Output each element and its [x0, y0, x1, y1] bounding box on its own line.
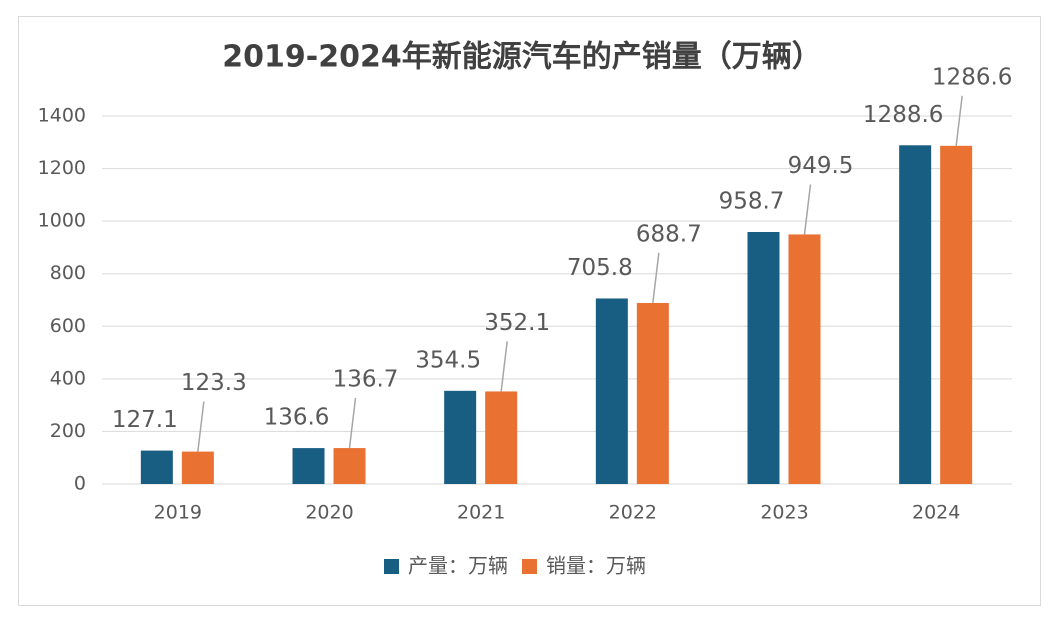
leader-line — [500, 341, 508, 392]
bar — [333, 448, 366, 484]
leader-line — [197, 401, 205, 452]
x-tick-label: 2022 — [609, 502, 657, 524]
chart-border — [18, 16, 1041, 606]
x-tick-label: 2021 — [457, 502, 505, 524]
chart-title: 2019-2024年新能源汽车的产销量（万辆） — [222, 40, 821, 75]
bar — [636, 302, 669, 484]
data-label: 136.7 — [333, 367, 399, 393]
bar — [940, 145, 973, 485]
data-label: 354.5 — [415, 347, 481, 373]
bar — [788, 234, 821, 484]
y-tick-label: 200 — [50, 420, 86, 442]
x-tick-label: 2020 — [305, 502, 353, 524]
data-label: 352.1 — [484, 310, 550, 336]
data-label: 136.6 — [264, 405, 330, 431]
x-tick-label: 2019 — [154, 502, 202, 524]
data-label: 949.5 — [788, 153, 854, 179]
data-label: 1288.6 — [863, 102, 943, 128]
y-tick-label: 400 — [50, 367, 86, 389]
y-tick-label: 600 — [50, 315, 86, 337]
bar — [595, 298, 628, 484]
y-tick-label: 1000 — [38, 210, 86, 232]
leader-line — [955, 95, 963, 146]
bar — [747, 231, 780, 484]
x-tick-label: 2023 — [760, 502, 808, 524]
bar — [485, 391, 518, 484]
bar — [444, 390, 477, 484]
bar — [899, 145, 932, 484]
legend-label: 销量：万辆 — [546, 554, 646, 578]
bar — [292, 448, 325, 484]
legend-swatch — [522, 559, 537, 574]
x-tick-label: 2024 — [912, 502, 960, 524]
bar — [181, 451, 214, 484]
legend-label: 产量：万辆 — [408, 554, 508, 578]
y-tick-label: 1200 — [38, 157, 86, 179]
data-label: 1286.6 — [932, 64, 1012, 90]
data-label: 958.7 — [719, 188, 785, 214]
y-tick-label: 0 — [74, 473, 86, 495]
leader-line — [348, 397, 357, 449]
data-label: 123.3 — [181, 370, 247, 396]
leader-line — [803, 184, 812, 235]
bar — [140, 450, 173, 484]
leader-line — [652, 252, 660, 304]
y-tick-label: 1400 — [38, 105, 86, 127]
data-label: 705.8 — [567, 255, 633, 281]
legend-swatch — [384, 559, 399, 574]
data-label: 688.7 — [636, 221, 702, 247]
y-tick-label: 800 — [50, 262, 86, 284]
data-label: 127.1 — [112, 407, 178, 433]
